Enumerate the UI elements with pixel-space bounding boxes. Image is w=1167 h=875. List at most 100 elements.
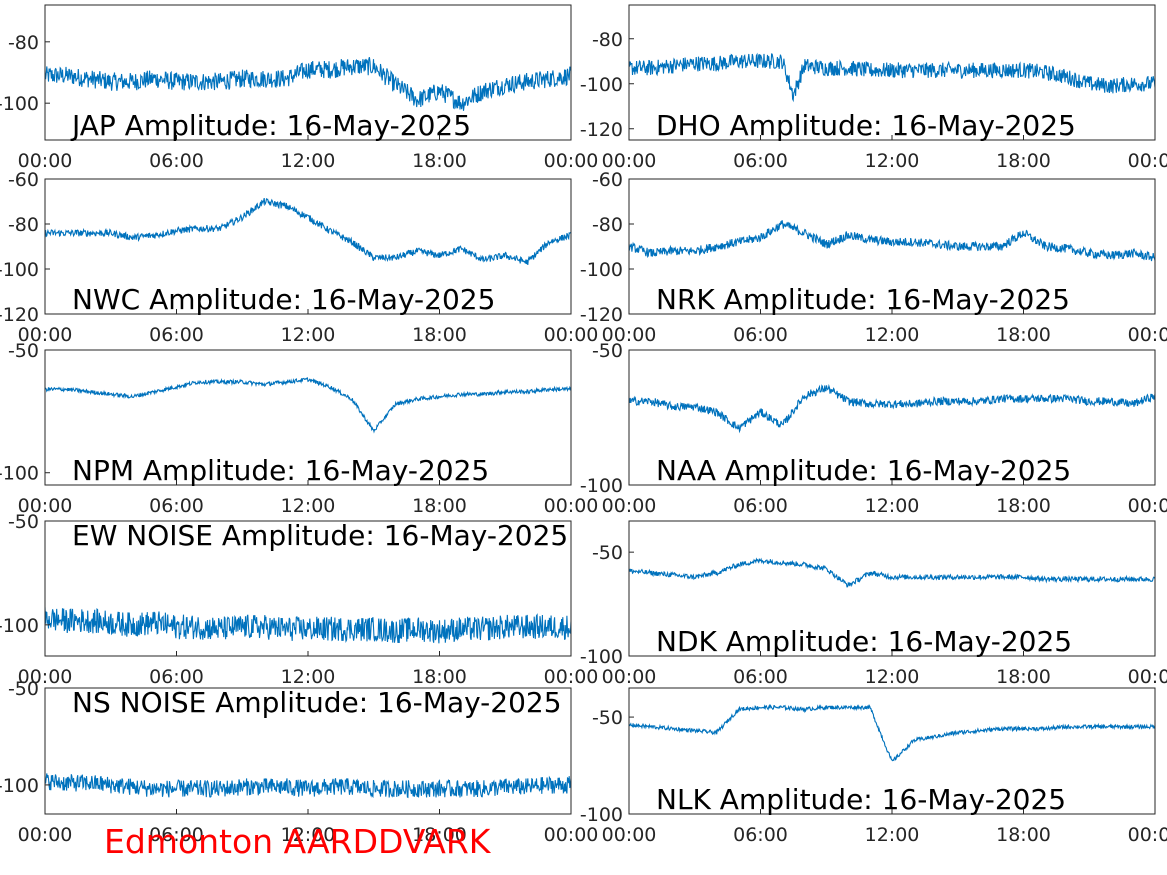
x-tick-label: 00:00	[1128, 824, 1167, 846]
x-tick-label: 12:00	[865, 150, 920, 172]
x-tick-label: 06:00	[149, 150, 204, 172]
amplitude-panel: 00:00 06:00 12:00 18:00 00:00 -50 -100 NS NOISE…	[0, 678, 598, 846]
y-tick-label: -80	[592, 214, 623, 236]
amplitude-panel: 00:00 06:00 12:00 18:00 00:00 -50 -100 NDK Ampl…	[580, 520, 1167, 688]
x-tick-label: 00:00	[544, 824, 599, 846]
x-tick-label: 00:00	[18, 150, 73, 172]
x-tick-label: 18:00	[996, 495, 1051, 517]
y-tick-label: -80	[592, 29, 623, 51]
x-tick-label: 00:00	[18, 666, 73, 688]
panel-title: NLK Amplitude: 16-May-2025	[656, 783, 1066, 816]
x-tick-label: 00:00	[1128, 324, 1167, 346]
amplitude-trace	[45, 377, 571, 434]
y-tick-label: -100	[0, 775, 39, 797]
y-tick-label: -100	[0, 463, 39, 485]
x-tick-label: 00:00	[544, 324, 599, 346]
x-tick-label: 00:00	[602, 324, 657, 346]
panel-title: NDK Amplitude: 16-May-2025	[656, 625, 1072, 658]
x-tick-label: 18:00	[412, 495, 467, 517]
x-tick-label: 18:00	[412, 666, 467, 688]
x-tick-label: 00:00	[602, 150, 657, 172]
x-tick-label: 18:00	[412, 150, 467, 172]
x-tick-label: 12:00	[281, 495, 336, 517]
x-tick-label: 12:00	[865, 824, 920, 846]
amplitude-trace	[45, 197, 571, 265]
x-tick-label: 12:00	[865, 324, 920, 346]
amplitude-panel: 00:00 06:00 12:00 18:00 00:00 -60 -80 -100 -120 N…	[0, 169, 598, 346]
y-tick-label: -120	[580, 304, 623, 326]
amplitude-panel: 00:00 06:00 12:00 18:00 00:00 -50 -100 NAA Ampl…	[580, 340, 1167, 517]
x-tick-label: 18:00	[412, 824, 467, 846]
y-tick-label: -60	[8, 169, 39, 191]
y-tick-label: -50	[8, 340, 39, 362]
x-tick-label: 12:00	[865, 666, 920, 688]
x-tick-label: 00:00	[1128, 666, 1167, 688]
x-tick-label: 06:00	[149, 324, 204, 346]
x-tick-label: 00:00	[1128, 495, 1167, 517]
y-tick-label: -50	[8, 678, 39, 700]
y-tick-label: -50	[592, 340, 623, 362]
x-tick-label: 00:00	[18, 324, 73, 346]
x-tick-label: 06:00	[733, 150, 788, 172]
y-tick-label: -120	[580, 119, 623, 141]
x-tick-label: 00:00	[544, 495, 599, 517]
amplitude-panel: 00:00 06:00 12:00 18:00 00:00 -60 -80 -100 -120 N…	[580, 169, 1167, 346]
y-tick-label: -100	[580, 259, 623, 281]
y-tick-label: -100	[580, 475, 623, 497]
y-tick-label: -50	[592, 707, 623, 729]
panel-title: NAA Amplitude: 16-May-2025	[656, 454, 1071, 487]
x-tick-label: 12:00	[281, 324, 336, 346]
x-tick-label: 00:00	[544, 150, 599, 172]
amplitude-trace	[629, 557, 1155, 588]
panel-title: DHO Amplitude: 16-May-2025	[656, 109, 1076, 142]
y-tick-label: -60	[592, 169, 623, 191]
amplitude-trace	[45, 607, 571, 644]
y-tick-label: -80	[8, 32, 39, 54]
y-tick-label: -120	[0, 304, 39, 326]
x-tick-label: 06:00	[733, 666, 788, 688]
panel-title: NWC Amplitude: 16-May-2025	[72, 283, 495, 316]
amplitude-trace	[629, 383, 1155, 434]
x-tick-label: 18:00	[996, 324, 1051, 346]
y-tick-label: -50	[592, 542, 623, 564]
x-tick-label: 18:00	[412, 324, 467, 346]
panel-title: JAP Amplitude: 16-May-2025	[70, 109, 471, 142]
y-tick-label: -100	[0, 615, 39, 637]
x-tick-label: 06:00	[149, 824, 204, 846]
panel-title: NPM Amplitude: 16-May-2025	[72, 454, 489, 487]
y-tick-label: -80	[8, 214, 39, 236]
x-tick-label: 00:00	[544, 666, 599, 688]
y-tick-label: -100	[0, 259, 39, 281]
x-tick-label: 12:00	[281, 824, 336, 846]
y-tick-label: -100	[580, 804, 623, 826]
amplitude-trace	[629, 52, 1155, 103]
x-tick-label: 18:00	[996, 824, 1051, 846]
amplitude-trace	[45, 57, 571, 111]
x-tick-label: 00:00	[18, 495, 73, 517]
amplitude-panel: 00:00 06:00 12:00 18:00 00:00 -50 -100 NPM Ampl…	[0, 340, 598, 517]
x-tick-label: 18:00	[996, 150, 1051, 172]
amplitude-trace	[629, 703, 1155, 762]
x-tick-label: 00:00	[602, 495, 657, 517]
x-tick-label: 00:00	[602, 666, 657, 688]
y-tick-label: -100	[580, 646, 623, 668]
y-tick-label: -100	[580, 74, 623, 96]
x-tick-label: 06:00	[149, 666, 204, 688]
x-tick-label: 00:00	[1128, 150, 1167, 172]
panel-title: EW NOISE Amplitude: 16-May-2025	[72, 519, 568, 552]
x-tick-label: 06:00	[733, 495, 788, 517]
x-tick-label: 06:00	[733, 324, 788, 346]
x-tick-label: 12:00	[865, 495, 920, 517]
x-tick-label: 12:00	[281, 666, 336, 688]
x-tick-label: 06:00	[733, 824, 788, 846]
amplitude-panel: 00:00 06:00 12:00 18:00 00:00 -50 -100 NLK Ampl…	[580, 687, 1167, 846]
x-tick-label: 06:00	[149, 495, 204, 517]
y-tick-label: -100	[0, 93, 39, 115]
x-tick-label: 18:00	[996, 666, 1051, 688]
x-tick-label: 00:00	[18, 824, 73, 846]
amplitude-panel: 00:00 06:00 12:00 18:00 00:00 -80 -100 JAP Ampl…	[0, 4, 599, 172]
amplitude-panel: 00:00 06:00 12:00 18:00 00:00 -80 -100 -120 DHO …	[580, 4, 1167, 172]
x-tick-label: 00:00	[602, 824, 657, 846]
amplitude-trace	[45, 773, 571, 799]
